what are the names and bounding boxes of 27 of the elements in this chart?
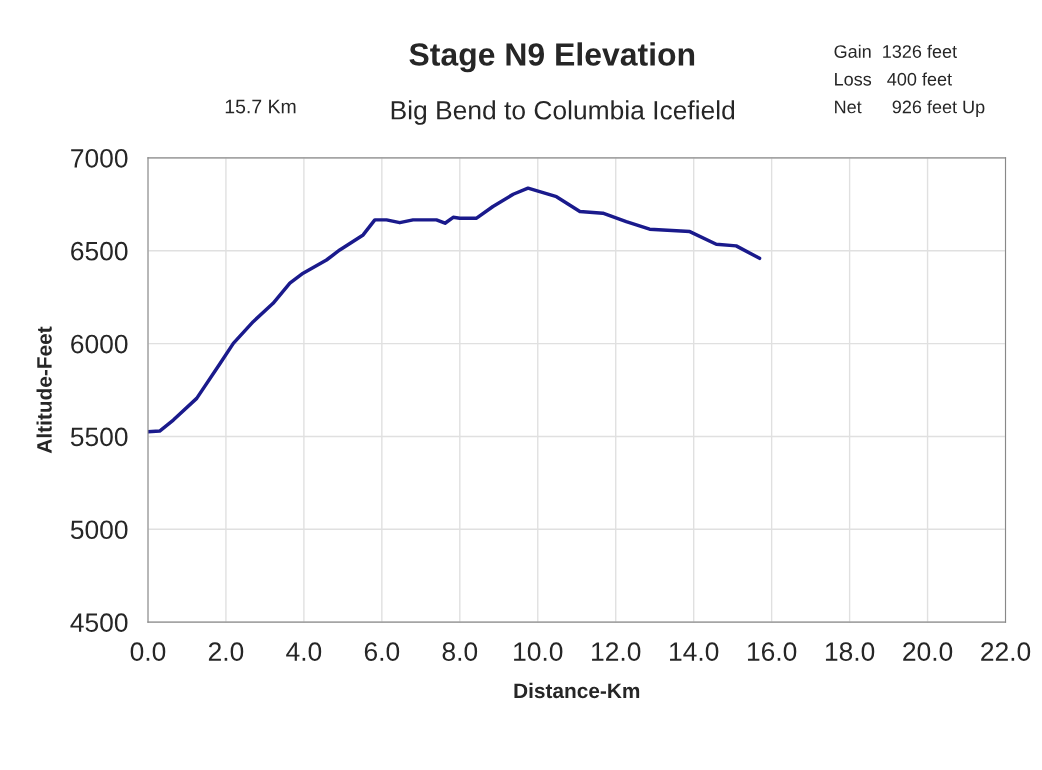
x-tick-label: 2.0	[208, 642, 244, 661]
y-tick-label: 7000	[71, 148, 128, 168]
y-tick-label: 4500	[70, 613, 128, 632]
x-tick-label: 8.0	[442, 642, 478, 661]
y-tick-label: 5000	[70, 520, 128, 540]
x-tick-label: 12.0	[592, 642, 641, 661]
x-axis-title: Distance-Km	[514, 682, 640, 699]
chart-subtitle: Big Bend to Columbia Icefield	[391, 100, 735, 125]
y-tick-label: 5500	[70, 427, 128, 447]
x-tick-label: 0.0	[130, 642, 166, 661]
x-tick-label: 14.0	[670, 642, 719, 661]
line-series	[147, 186, 762, 434]
x-tick-label: 6.0	[364, 642, 400, 661]
text: Gain 1326 feet	[834, 44, 957, 58]
x-tick-label: 10.0	[514, 642, 563, 661]
chart-title: Stage N9 Elevation	[409, 42, 695, 73]
x-tick-label: 16.0	[747, 642, 797, 661]
text: 15.7 Km	[225, 99, 296, 114]
y-tick-label: 6500	[71, 241, 128, 261]
y-axis-title: Altitude-Feet	[36, 326, 52, 454]
text: Net 926 feet Up	[835, 100, 985, 117]
text: Loss 400 feet	[835, 72, 952, 86]
x-tick-label: 18.0	[825, 642, 875, 661]
x-tick-label: 20.0	[903, 642, 953, 661]
x-tick-label: 4.0	[286, 642, 322, 661]
y-tick-label: 6000	[71, 334, 128, 354]
x-tick-label: 22.0	[981, 642, 1031, 661]
